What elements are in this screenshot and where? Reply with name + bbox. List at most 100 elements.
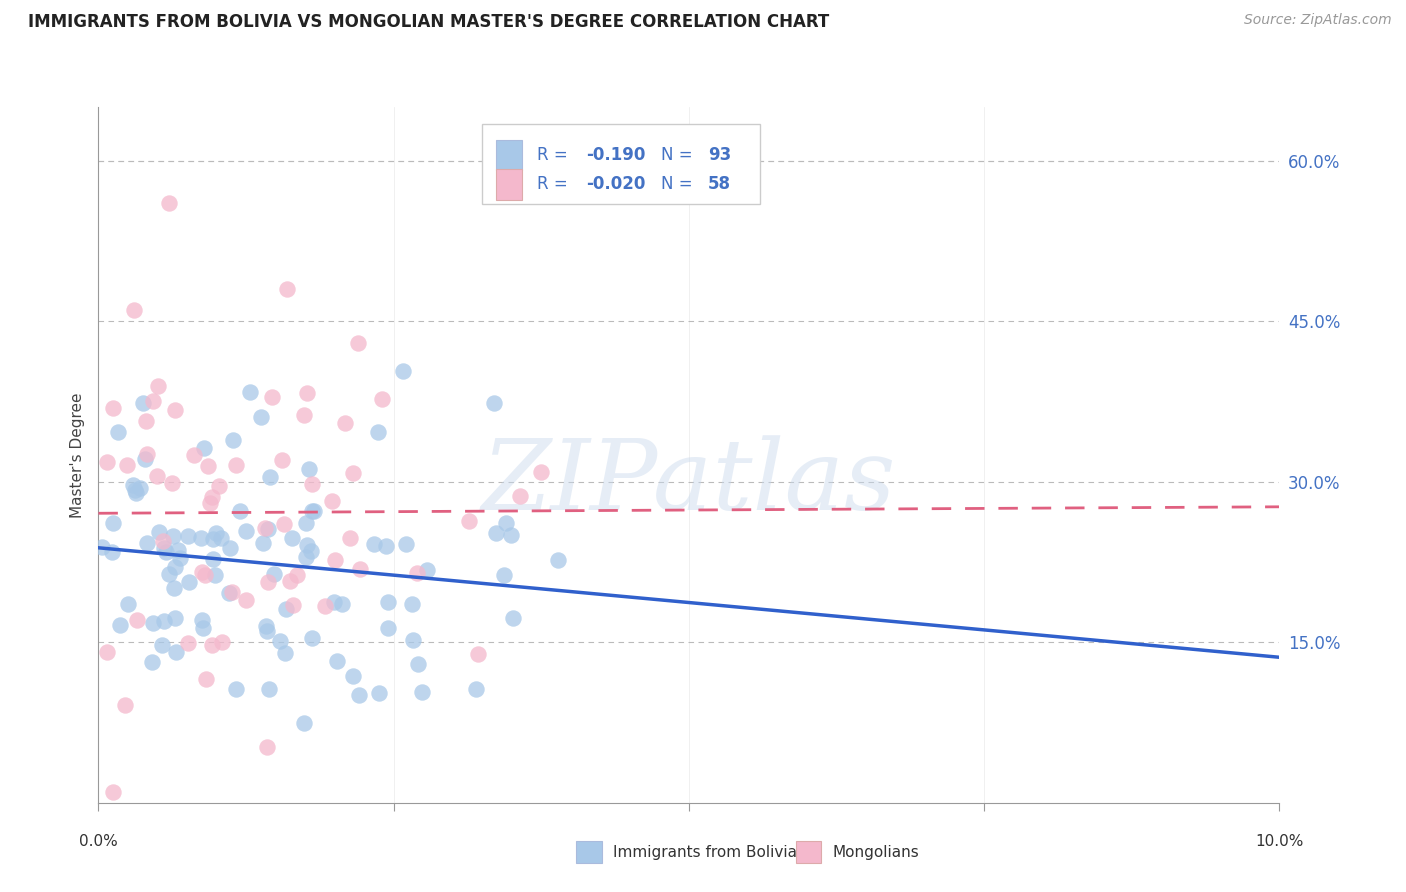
- Text: 0.0%: 0.0%: [79, 834, 118, 849]
- Point: [201, 638, 224, 652]
- Point: [377, 621, 399, 635]
- Text: R =: R =: [537, 145, 572, 164]
- Point: [326, 654, 349, 668]
- Point: [292, 409, 315, 423]
- Point: [124, 483, 146, 497]
- Point: [96, 455, 118, 469]
- FancyBboxPatch shape: [576, 841, 602, 863]
- Point: [301, 476, 323, 491]
- Point: [101, 785, 124, 799]
- Point: [295, 538, 318, 552]
- Point: [179, 574, 201, 589]
- Point: [163, 581, 186, 595]
- Point: [136, 447, 159, 461]
- Point: [117, 598, 139, 612]
- Point: [191, 621, 214, 635]
- Point: [371, 392, 394, 407]
- Point: [160, 475, 183, 490]
- Text: 93: 93: [707, 145, 731, 164]
- Point: [157, 567, 180, 582]
- Point: [314, 599, 336, 613]
- Text: N =: N =: [661, 145, 697, 164]
- Point: [301, 631, 323, 645]
- Point: [107, 425, 129, 440]
- Point: [211, 634, 233, 648]
- Point: [465, 681, 488, 696]
- Point: [90, 540, 112, 554]
- Point: [202, 552, 225, 566]
- Point: [131, 396, 153, 410]
- Point: [342, 466, 364, 480]
- Point: [299, 544, 322, 558]
- Point: [392, 364, 415, 378]
- Point: [218, 585, 240, 599]
- Point: [103, 516, 125, 530]
- Point: [349, 562, 371, 576]
- Point: [495, 516, 517, 530]
- Point: [347, 335, 370, 350]
- Point: [229, 504, 252, 518]
- Point: [405, 566, 427, 580]
- Point: [254, 521, 277, 535]
- Point: [547, 553, 569, 567]
- Point: [252, 535, 274, 549]
- Point: [260, 390, 283, 404]
- Point: [239, 384, 262, 399]
- Point: [183, 448, 205, 462]
- Point: [146, 469, 169, 483]
- Point: [125, 486, 148, 500]
- Text: Immigrants from Bolivia: Immigrants from Bolivia: [613, 845, 797, 860]
- Point: [135, 414, 157, 428]
- Point: [323, 595, 346, 609]
- Point: [499, 528, 522, 542]
- Point: [204, 526, 226, 541]
- Point: [122, 303, 145, 318]
- Text: N =: N =: [661, 176, 697, 194]
- Point: [484, 396, 506, 410]
- Point: [342, 669, 364, 683]
- Point: [402, 633, 425, 648]
- Point: [117, 458, 139, 472]
- Point: [163, 560, 186, 574]
- Point: [256, 624, 278, 639]
- Y-axis label: Master's Degree: Master's Degree: [70, 392, 86, 517]
- Point: [485, 525, 508, 540]
- Text: 58: 58: [707, 176, 731, 194]
- Point: [141, 655, 163, 669]
- Point: [142, 616, 165, 631]
- Text: Mongolians: Mongolians: [832, 845, 920, 860]
- Point: [101, 401, 124, 415]
- Point: [416, 563, 439, 577]
- Point: [146, 378, 169, 392]
- Text: Source: ZipAtlas.com: Source: ZipAtlas.com: [1244, 13, 1392, 28]
- Point: [155, 545, 177, 559]
- Point: [502, 611, 524, 625]
- Point: [467, 647, 489, 661]
- Point: [294, 550, 316, 565]
- FancyBboxPatch shape: [796, 841, 821, 863]
- Point: [235, 593, 257, 607]
- Point: [219, 541, 242, 555]
- Point: [406, 657, 429, 671]
- Point: [263, 566, 285, 581]
- Point: [135, 536, 157, 550]
- Point: [202, 532, 225, 546]
- Point: [153, 541, 176, 555]
- Point: [204, 568, 226, 582]
- Point: [259, 470, 281, 484]
- Point: [335, 417, 357, 431]
- Point: [165, 403, 187, 417]
- Point: [148, 524, 170, 539]
- Point: [395, 537, 418, 551]
- Point: [367, 425, 389, 440]
- Point: [530, 466, 553, 480]
- Point: [281, 532, 304, 546]
- Point: [177, 636, 200, 650]
- Point: [96, 645, 118, 659]
- Point: [281, 598, 304, 612]
- Point: [321, 494, 343, 508]
- Point: [198, 496, 221, 510]
- Point: [411, 685, 433, 699]
- Point: [363, 537, 385, 551]
- Point: [377, 595, 399, 609]
